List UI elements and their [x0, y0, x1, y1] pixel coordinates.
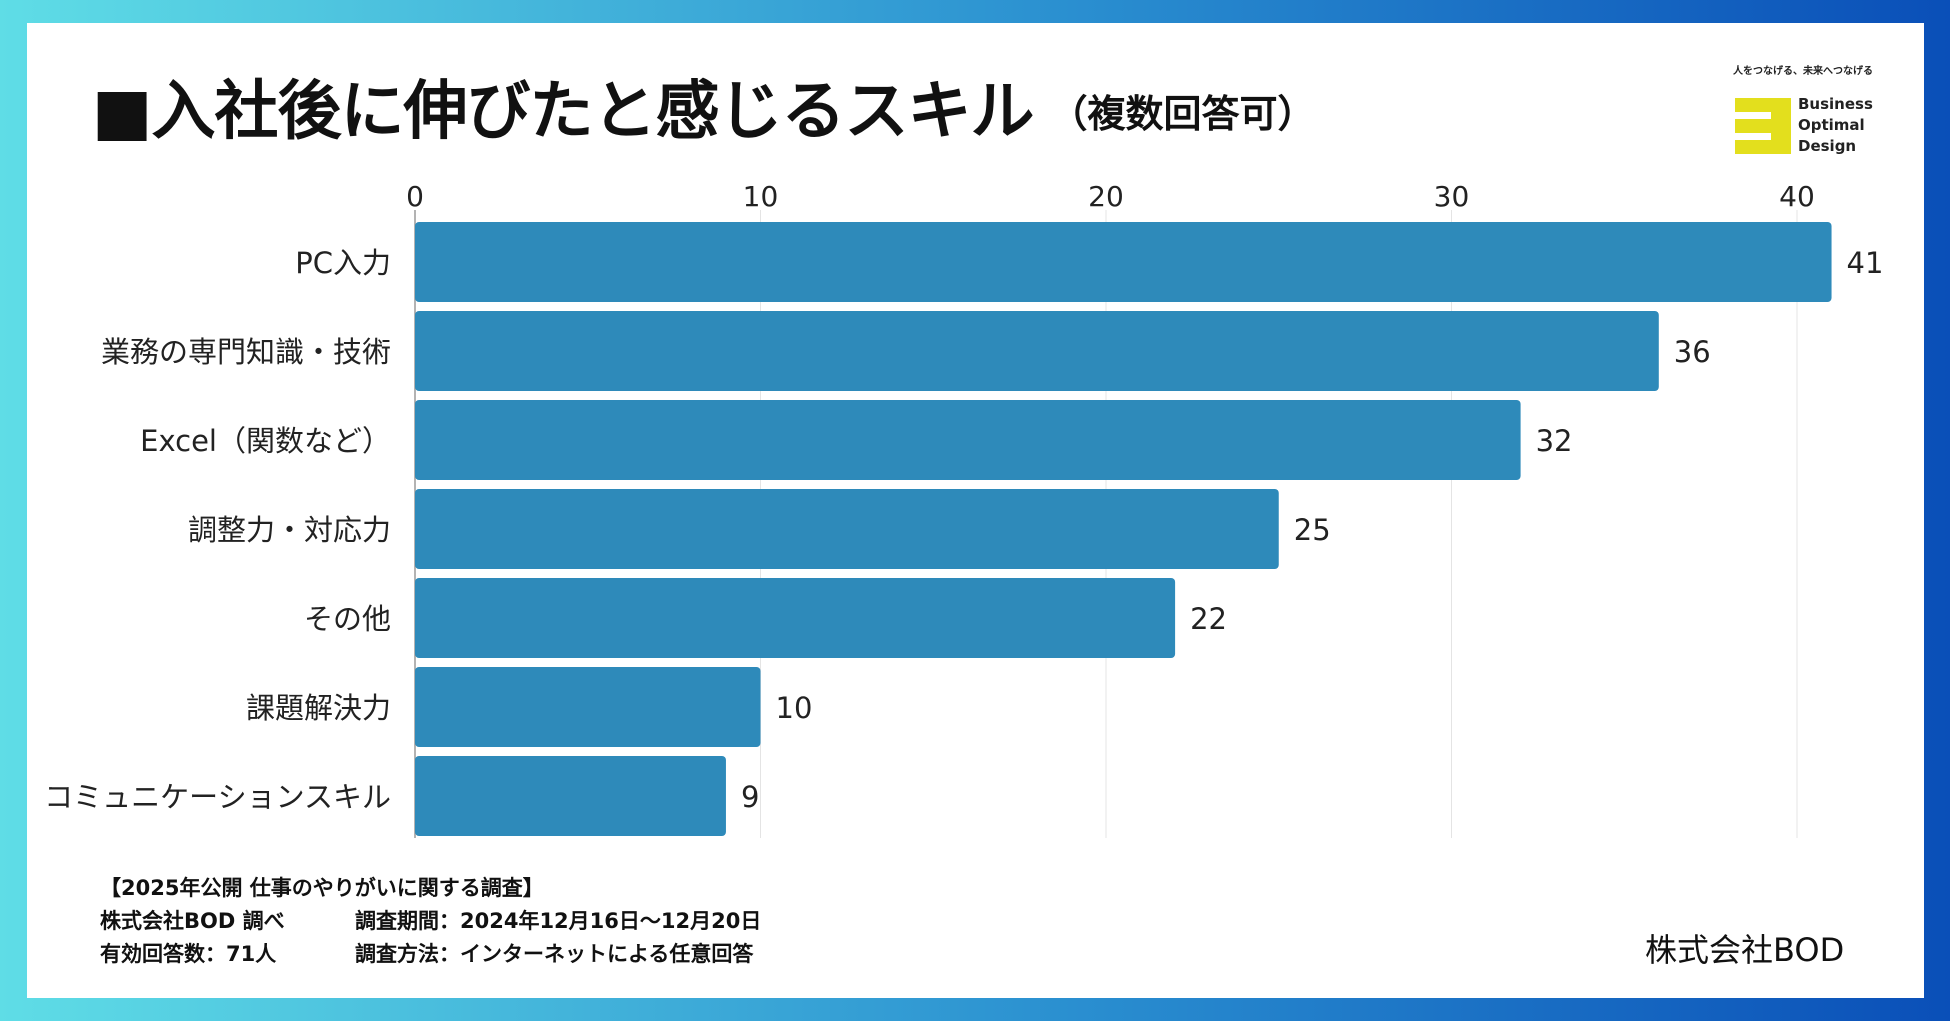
survey-row-1: 株式会社BOD 調べ 調査期間：2024年12月16日〜12月20日 [100, 905, 761, 938]
bar [415, 578, 1176, 658]
category-label: 業務の専門知識・技術 [101, 335, 391, 369]
logo-mark-icon [1735, 98, 1791, 154]
category-label: PC入力 [295, 246, 391, 280]
data-label: 25 [1294, 513, 1331, 547]
logo-line-business: Business [1798, 95, 1873, 113]
x-tick-label: 20 [1088, 180, 1124, 213]
logo-line-optimal: Optimal [1798, 116, 1865, 134]
data-label: 22 [1190, 602, 1227, 636]
survey-surveyor: 株式会社BOD 調べ [100, 909, 285, 933]
category-label: 課題解決力 [246, 691, 391, 725]
bar [415, 222, 1832, 302]
x-axis-ticks: 0 10 20 30 40 [406, 180, 1815, 213]
x-tick-label: 40 [1779, 180, 1815, 213]
data-label: 32 [1536, 424, 1573, 458]
x-tick-label: 10 [743, 180, 779, 213]
survey-notes: 【2025年公開 仕事のやりがいに関する調査】 株式会社BOD 調べ 調査期間：2… [100, 872, 761, 971]
bar [415, 667, 761, 747]
survey-respondents: 有効回答数：71人 [100, 942, 277, 966]
x-tick-label: 0 [406, 180, 424, 213]
data-label: 10 [776, 691, 813, 725]
category-label: その他 [304, 602, 391, 636]
chart-title: ■入社後に伸びたと感じるスキル （複数回答可） [92, 60, 1315, 152]
data-label: 9 [741, 780, 759, 814]
data-label: 41 [1847, 246, 1884, 280]
bar [415, 400, 1521, 480]
bar [415, 756, 726, 836]
survey-period: 調査期間：2024年12月16日〜12月20日 [355, 909, 762, 933]
company-name: 株式会社BOD [1645, 931, 1845, 969]
survey-heading: 【2025年公開 仕事のやりがいに関する調査】 [100, 876, 544, 900]
bar [415, 489, 1279, 569]
bars [415, 222, 1832, 836]
company-logo: 人をつなげる、未来へつなげる Business Optimal Design [1730, 58, 1895, 168]
value-labels: 41 36 32 25 22 10 9 [741, 246, 1884, 814]
logo-tagline: 人をつなげる、未来へつなげる [1733, 66, 1873, 77]
survey-row-2: 有効回答数：71人 調査方法：インターネットによる任意回答 [100, 938, 761, 971]
bar [415, 311, 1659, 391]
title-subtitle: （複数回答可） [1049, 92, 1316, 136]
logo-text: Business Optimal Design [1798, 94, 1873, 157]
category-label: 調整力・対応力 [188, 513, 391, 547]
category-label: コミュニケーションスキル [44, 780, 391, 814]
category-label: Excel（関数など） [140, 424, 391, 458]
survey-method: 調査方法：インターネットによる任意回答 [355, 942, 754, 966]
logo-line-design: Design [1798, 137, 1857, 155]
data-label: 36 [1674, 335, 1711, 369]
x-tick-label: 30 [1434, 180, 1470, 213]
title-main: ■入社後に伸びたと感じるスキル [92, 75, 1034, 149]
